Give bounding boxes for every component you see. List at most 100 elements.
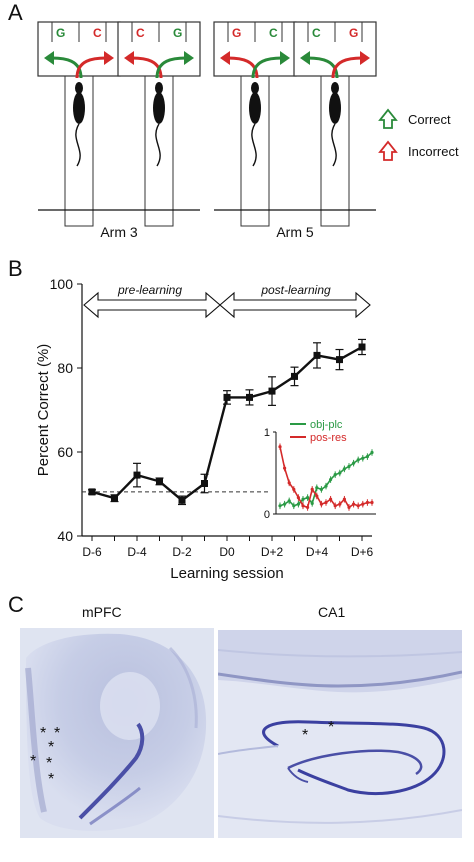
inset-point — [296, 496, 300, 500]
inset-point — [356, 504, 360, 508]
arrow-left-2 — [131, 56, 163, 79]
inset-point — [352, 502, 356, 506]
arrow-right-4 — [331, 56, 363, 79]
inset-point — [338, 502, 342, 506]
x-tick-label: D-6 — [82, 545, 102, 559]
arrowhead-right-1 — [104, 51, 114, 65]
x-tick-label: D-2 — [172, 545, 192, 559]
inset-point — [365, 500, 369, 505]
data-point — [156, 477, 163, 485]
x-tick-label: D+4 — [306, 545, 329, 559]
legend-label-1: Correct — [408, 112, 451, 127]
inset-point — [283, 466, 287, 470]
data-point — [268, 387, 276, 395]
post-learning-arrow — [219, 291, 371, 319]
mpfc-marker-1: * — [40, 725, 46, 742]
arrowhead-left-4 — [300, 51, 310, 65]
inset-point — [278, 445, 282, 449]
inset-point — [329, 497, 333, 501]
inset-point — [352, 461, 356, 465]
arrow-right-2 — [155, 56, 187, 79]
data-point — [313, 351, 321, 359]
y-tick-label: 80 — [57, 360, 73, 376]
rat-body-4 — [329, 92, 341, 124]
mpfc-label: mPFC — [82, 604, 122, 620]
data-point — [336, 356, 343, 364]
inset-point — [319, 487, 323, 491]
choice-label-left-3: G — [232, 26, 241, 40]
panel-b-letter: B — [8, 256, 23, 281]
group-label-arm3: Arm 3 — [100, 224, 138, 240]
inset-point — [296, 502, 300, 506]
y-tick-label: 40 — [57, 528, 73, 544]
mpfc-marker-2: * — [54, 725, 60, 742]
arrow-left-4 — [307, 56, 339, 79]
legend-arrow-2 — [378, 140, 398, 161]
inset-point — [347, 464, 351, 469]
arrow-right-1 — [75, 56, 107, 79]
inset-point — [301, 504, 305, 508]
panel-a-letter: A — [8, 0, 23, 25]
arrow-left-3 — [227, 56, 259, 79]
rat-body-1 — [73, 92, 85, 124]
inset-point — [315, 486, 319, 490]
inset-y-tick-label: 1 — [264, 427, 270, 439]
panel-b-chart: 40 60 80 100 D-6 D-4 D-2 D0 D+2 D+4 D+6 Learning se… — [35, 276, 380, 582]
choice-label-right-4: G — [349, 26, 358, 40]
inset-point — [329, 477, 333, 482]
arrow-left-1 — [51, 56, 83, 79]
rat-head-2 — [155, 82, 163, 94]
inset-point — [315, 494, 319, 498]
inset-point — [287, 499, 291, 503]
arrowhead-left-2 — [124, 51, 134, 65]
inset-point — [301, 497, 305, 501]
inset-point — [370, 450, 374, 455]
inset-point — [278, 504, 282, 508]
arrow-right-3 — [251, 56, 283, 79]
y-tick-label: 60 — [57, 444, 73, 460]
data-point — [133, 471, 141, 479]
y-tick-label: 100 — [50, 276, 74, 292]
mpfc-marker-4: * — [30, 753, 36, 770]
rat-tail-1 — [75, 123, 81, 167]
legend-label-2: Incorrect — [408, 144, 459, 159]
inset-point — [370, 500, 374, 505]
inset-y-tick-label: 0 — [264, 509, 270, 521]
group-label-arm5: Arm 5 — [276, 224, 314, 240]
choice-label-left-1: G — [56, 26, 65, 40]
inset-point — [306, 505, 310, 510]
choice-label-left-2: C — [136, 26, 145, 40]
data-point — [291, 372, 298, 380]
inset-point — [319, 502, 323, 506]
mpfc-marker-5: * — [46, 755, 52, 772]
inset-point — [292, 504, 296, 508]
x-tick-label: D+2 — [261, 545, 284, 559]
rat-tail-4 — [331, 123, 337, 167]
post-learning-label: post-learning — [260, 283, 331, 297]
inset-point — [292, 487, 296, 491]
rat-head-3 — [251, 82, 259, 94]
choice-label-right-3: C — [269, 26, 278, 40]
rat-head-4 — [331, 82, 339, 94]
arrowhead-right-4 — [360, 51, 370, 65]
ca1-marker-1: * — [302, 727, 308, 744]
mpfc-marker-3: * — [48, 739, 54, 756]
data-point — [88, 488, 96, 496]
x-tick-label: D+6 — [351, 545, 374, 559]
ca1-histology-image: * * — [218, 630, 462, 838]
inset-point — [342, 467, 346, 471]
x-axis-title: Learning session — [170, 565, 283, 582]
ca1-marker-2: * — [328, 719, 334, 736]
data-point — [178, 496, 186, 504]
inset-point — [324, 500, 328, 505]
choice-label-left-4: C — [312, 26, 321, 40]
inset-point — [283, 502, 287, 506]
mpfc-marker-6: * — [48, 771, 54, 788]
data-point — [111, 494, 118, 502]
inset-point — [333, 504, 337, 508]
inset-point — [361, 456, 365, 460]
rat-body-3 — [249, 92, 261, 124]
legend-arrow-1 — [378, 108, 398, 129]
inset-point — [361, 502, 365, 506]
inset-point — [287, 481, 291, 485]
